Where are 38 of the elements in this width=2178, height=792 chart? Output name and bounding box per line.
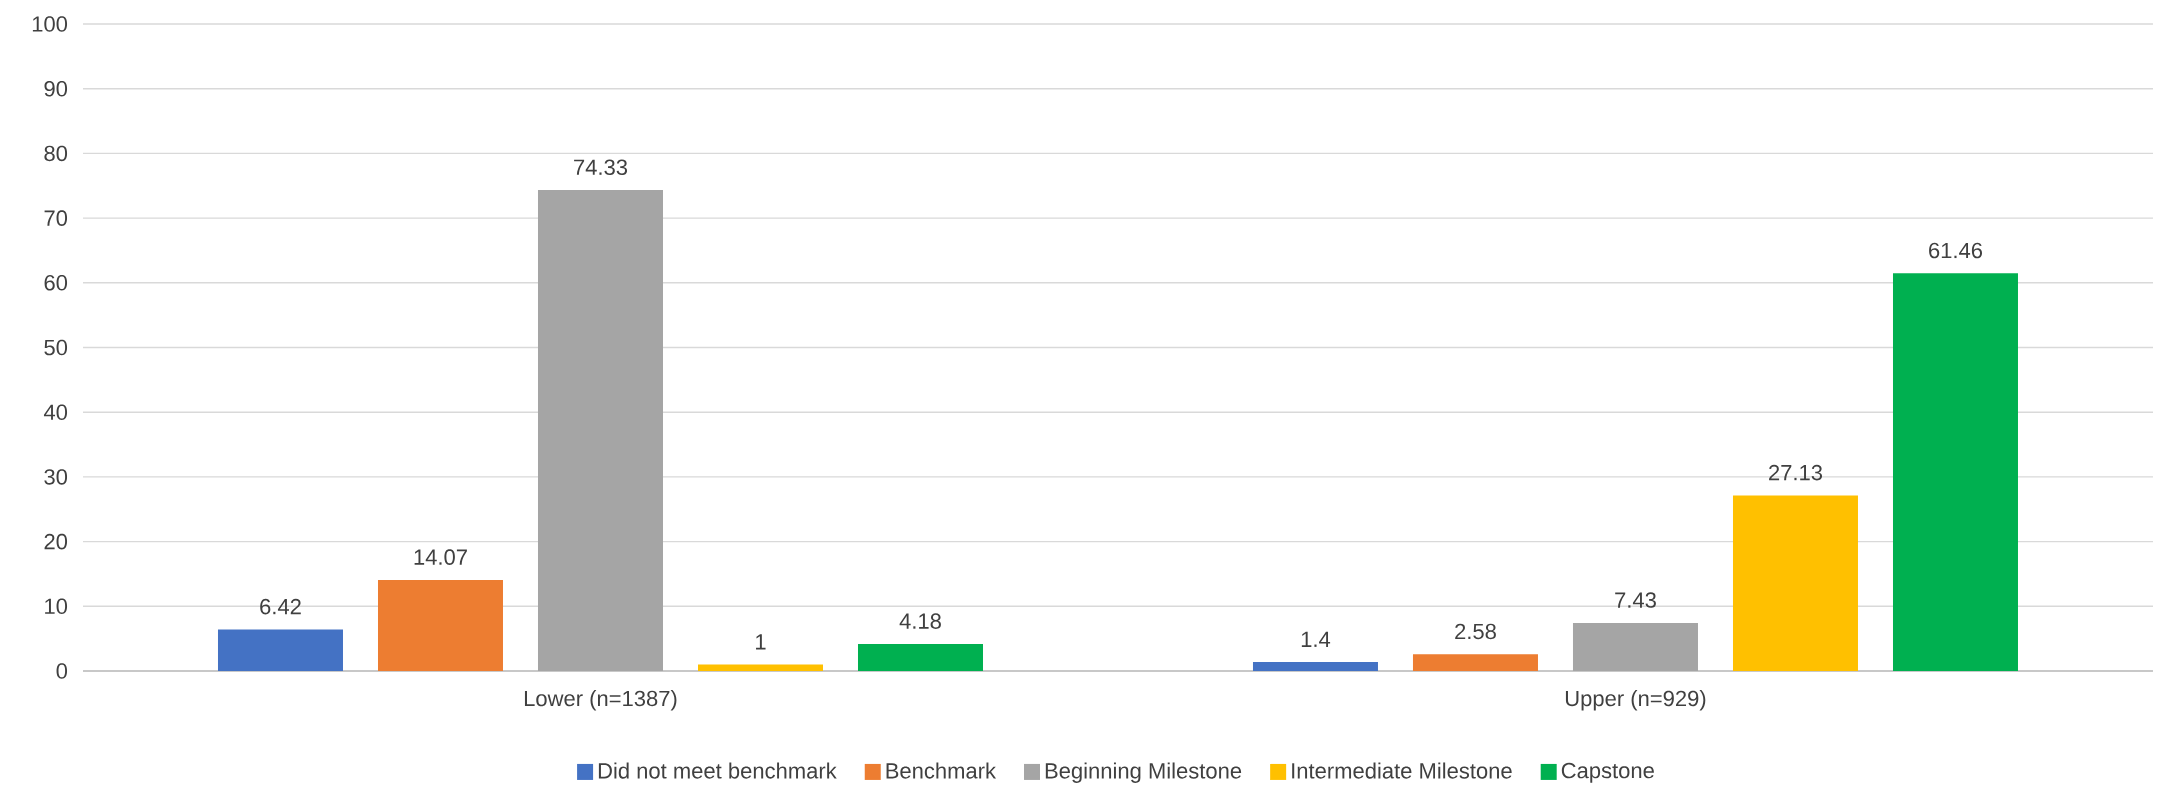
legend-label: Capstone [1561, 762, 1654, 783]
data-label: 1.4 [1301, 631, 1331, 647]
y-tick-label: 0 [56, 663, 68, 679]
bar [1572, 622, 1698, 671]
y-tick-label: 50 [44, 339, 68, 356]
bar [858, 643, 983, 671]
legend-label: Did not meet benchmark [598, 762, 837, 779]
y-tick-label: 80 [44, 145, 68, 162]
data-label: 1 [756, 634, 766, 650]
y-tick-label: 70 [44, 210, 68, 226]
y-tick-label: 30 [44, 469, 68, 485]
y-tick-label: 60 [44, 275, 68, 291]
data-label: 4.18 [899, 613, 941, 629]
bar [1732, 495, 1858, 671]
y-tick-label: 90 [44, 80, 68, 97]
data-label: 7.43 [1615, 592, 1656, 608]
data-label: 61.46 [1929, 242, 1983, 259]
bar [1412, 654, 1538, 671]
y-tick-label: 10 [45, 598, 68, 615]
bar [538, 190, 663, 671]
x-tick-label: Upper (n=929) [1565, 690, 1706, 711]
bar [1252, 661, 1378, 671]
x-tick-label: Lower (n=1387) [524, 690, 677, 711]
legend-label: Beginning Milestone [1045, 762, 1242, 783]
data-label: 6.42 [260, 598, 301, 615]
bar [377, 579, 503, 671]
bar [217, 629, 343, 671]
bar [1892, 273, 2018, 671]
y-tick-label: 20 [44, 533, 68, 550]
legend-label: Intermediate Milestone [1292, 762, 1512, 779]
data-label: 27.13 [1769, 464, 1823, 481]
data-label: 74.33 [574, 159, 628, 176]
data-label: 14.07 [414, 549, 467, 565]
y-tick-label: 40 [43, 404, 68, 420]
legend-label: Benchmark [886, 762, 997, 779]
y-tick-label: 100 [32, 16, 68, 32]
bar [698, 664, 823, 671]
data-label: 2.58 [1455, 623, 1496, 640]
